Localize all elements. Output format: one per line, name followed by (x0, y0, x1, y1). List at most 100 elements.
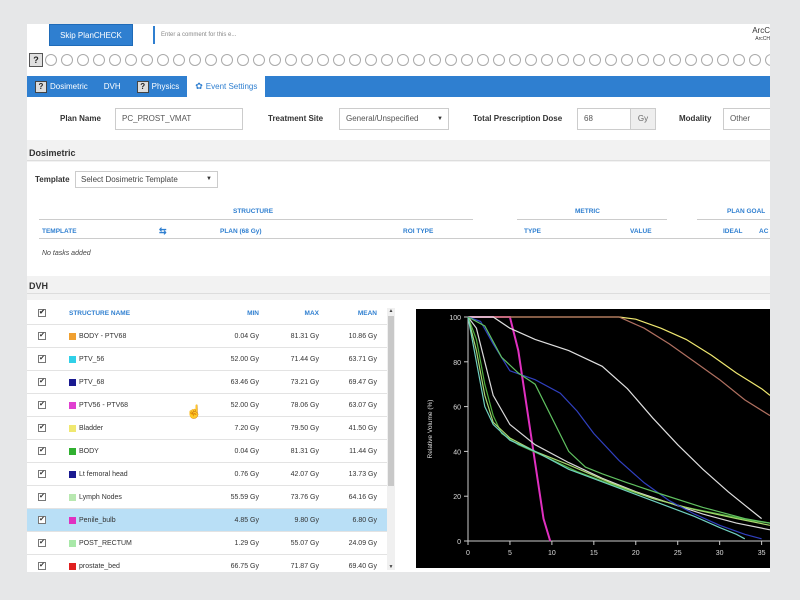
mean-dose: 63.71 Gy (348, 356, 377, 363)
tab-label: Physics (151, 82, 180, 91)
tab-dosimetric[interactable]: ? Dosimetric (27, 76, 96, 97)
table-row[interactable]: ✔ Penile_bulb 4.85 Gy 9.80 Gy 6.80 Gy (27, 509, 387, 532)
table-row[interactable]: ✔ PTV56 - PTV68 52.00 Gy 78.06 Gy 63.07 Gy (27, 394, 387, 417)
step-circle[interactable] (365, 54, 377, 66)
row-checkbox[interactable]: ✔ (38, 355, 46, 363)
table-row[interactable]: ✔ PTV_56 52.00 Gy 71.44 Gy 63.71 Gy (27, 348, 387, 371)
step-circle[interactable] (621, 54, 633, 66)
plan-name-field[interactable]: PC_PROST_VMAT (115, 108, 243, 130)
step-circle[interactable] (669, 54, 681, 66)
step-circle[interactable] (413, 54, 425, 66)
step-circle[interactable] (509, 54, 521, 66)
step-circle[interactable] (749, 54, 761, 66)
row-checkbox[interactable]: ✔ (38, 539, 46, 547)
col-max[interactable]: MAX (304, 310, 319, 317)
step-circle[interactable] (269, 54, 281, 66)
step-circle[interactable] (733, 54, 745, 66)
scroll-up-icon[interactable]: ▲ (388, 308, 394, 314)
comment-input[interactable]: Enter a comment for this e... (153, 26, 453, 44)
row-checkbox[interactable]: ✔ (38, 516, 46, 524)
step-circle[interactable] (717, 54, 729, 66)
step-circle[interactable] (525, 54, 537, 66)
row-checkbox[interactable]: ✔ (38, 562, 46, 570)
step-circle[interactable] (333, 54, 345, 66)
row-checkbox[interactable]: ✔ (38, 401, 46, 409)
step-circle[interactable] (221, 54, 233, 66)
step-circle[interactable] (141, 54, 153, 66)
help-icon[interactable]: ? (29, 53, 43, 67)
step-circle[interactable] (637, 54, 649, 66)
step-circle[interactable] (573, 54, 585, 66)
y-axis-label: Relative Volume (%) (427, 400, 434, 459)
step-circle[interactable] (157, 54, 169, 66)
table-scrollbar[interactable]: ▲ ▼ (387, 308, 395, 570)
step-circle[interactable] (45, 54, 57, 66)
table-row[interactable]: ✔ PTV_68 63.46 Gy 73.21 Gy 69.47 Gy (27, 371, 387, 394)
step-circle[interactable] (541, 54, 553, 66)
step-circle[interactable] (77, 54, 89, 66)
step-circle[interactable] (349, 54, 361, 66)
step-circle[interactable] (189, 54, 201, 66)
row-checkbox[interactable]: ✔ (38, 378, 46, 386)
step-circle[interactable] (429, 54, 441, 66)
skip-plancheck-button[interactable]: Skip PlanCHECK (49, 24, 133, 46)
step-circle[interactable] (605, 54, 617, 66)
row-checkbox[interactable]: ✔ (38, 424, 46, 432)
scrollbar-thumb[interactable] (388, 316, 394, 486)
step-circle[interactable] (285, 54, 297, 66)
template-select[interactable]: Select Dosimetric Template ▼ (75, 171, 218, 188)
step-circle[interactable] (381, 54, 393, 66)
max-dose: 73.76 Gy (290, 494, 319, 501)
table-row[interactable]: ✔ BODY 0.04 Gy 81.31 Gy 11.44 Gy (27, 440, 387, 463)
select-all-checkbox[interactable]: ✔ (38, 309, 46, 317)
step-circle[interactable] (205, 54, 217, 66)
step-circle[interactable] (653, 54, 665, 66)
step-circle[interactable] (173, 54, 185, 66)
step-circle[interactable] (685, 54, 697, 66)
dvh-series-line (468, 316, 770, 417)
step-circle[interactable] (589, 54, 601, 66)
step-circle[interactable] (765, 54, 770, 66)
row-checkbox[interactable]: ✔ (38, 493, 46, 501)
modality-select[interactable]: Other (723, 108, 770, 130)
table-row[interactable]: ✔ POST_RECTUM 1.29 Gy 55.07 Gy 24.09 Gy (27, 532, 387, 555)
template-label: Template (35, 175, 70, 184)
step-circle[interactable] (477, 54, 489, 66)
step-circle[interactable] (397, 54, 409, 66)
prescription-dose-field[interactable]: 68 (577, 108, 631, 130)
col-mean[interactable]: MEAN (357, 310, 377, 317)
col-min[interactable]: MIN (247, 310, 259, 317)
step-circle[interactable] (253, 54, 265, 66)
dose-unit: Gy (630, 108, 656, 130)
row-checkbox[interactable]: ✔ (38, 332, 46, 340)
step-circle[interactable] (701, 54, 713, 66)
row-checkbox[interactable]: ✔ (38, 447, 46, 455)
tab-physics[interactable]: ? Physics (129, 76, 188, 97)
step-circle[interactable] (109, 54, 121, 66)
tab-dvh[interactable]: DVH (96, 76, 129, 97)
step-circle[interactable] (237, 54, 249, 66)
step-circle[interactable] (61, 54, 73, 66)
table-row[interactable]: ✔ prostate_bed 66.75 Gy 71.87 Gy 69.40 Gy (27, 555, 387, 572)
structure-color-swatch (69, 379, 76, 386)
step-circle[interactable] (493, 54, 505, 66)
step-circle[interactable] (317, 54, 329, 66)
tab-event-settings[interactable]: ✿ Event Settings (187, 76, 266, 97)
row-checkbox[interactable]: ✔ (38, 470, 46, 478)
table-row[interactable]: ✔ Bladder 7.20 Gy 79.50 Gy 41.50 Gy (27, 417, 387, 440)
step-circle[interactable] (301, 54, 313, 66)
step-circle[interactable] (445, 54, 457, 66)
treatment-site-select[interactable]: General/Unspecified ▼ (339, 108, 449, 130)
table-row[interactable]: ✔ Lymph Nodes 55.59 Gy 73.76 Gy 64.16 Gy (27, 486, 387, 509)
step-circle[interactable] (125, 54, 137, 66)
step-circle[interactable] (461, 54, 473, 66)
table-row[interactable]: ✔ BODY - PTV68 0.04 Gy 81.31 Gy 10.86 Gy (27, 325, 387, 348)
structure-color-swatch (69, 448, 76, 455)
dvh-series-line (467, 316, 770, 526)
scroll-down-icon[interactable]: ▼ (388, 564, 394, 570)
sort-icon[interactable]: ⇆ (159, 226, 167, 236)
col-structure-name[interactable]: STRUCTURE NAME (69, 310, 131, 317)
table-row[interactable]: ✔ Lt femoral head 0.76 Gy 42.07 Gy 13.73 Gy (27, 463, 387, 486)
step-circle[interactable] (93, 54, 105, 66)
step-circle[interactable] (557, 54, 569, 66)
